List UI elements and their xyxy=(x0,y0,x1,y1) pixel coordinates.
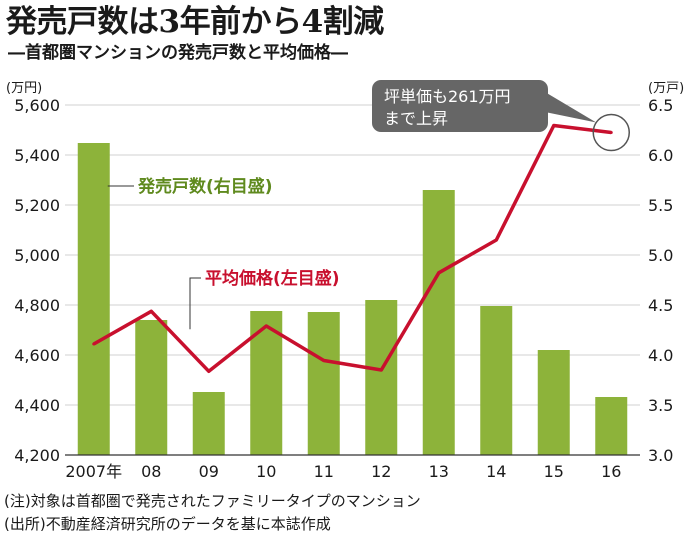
line-point xyxy=(552,124,556,127)
right-tick-label: 5.5 xyxy=(648,196,673,215)
callout-text: 坪単価も261万円 xyxy=(384,87,511,106)
right-tick-label: 3.5 xyxy=(648,396,673,415)
right-tick-label: 4.5 xyxy=(648,296,673,315)
callout-pointer xyxy=(545,92,597,123)
chart-title: 発売戸数は3年前から4割減 xyxy=(6,4,384,40)
left-tick-label: 4,800 xyxy=(14,296,60,315)
bar-series-label: 発売戸数(右目盛) xyxy=(137,176,273,197)
axes: 4,200 4,400 4,600 4,800 5,000 5,200 5,400 5,600… xyxy=(6,81,684,481)
right-tick-label: 6.0 xyxy=(648,146,673,165)
callout-box xyxy=(372,80,548,132)
line-point xyxy=(494,238,498,242)
bar xyxy=(307,312,340,455)
line-point xyxy=(207,369,211,373)
left-tick-label: 5,400 xyxy=(14,146,60,165)
right-tick-label: 5.0 xyxy=(648,246,673,265)
bar xyxy=(192,392,225,455)
x-tick-label: 2007年 xyxy=(65,462,122,481)
left-tick-label: 4,600 xyxy=(14,346,60,365)
source-note: (出所)不動産経済研究所のデータを基に本誌作成 xyxy=(4,515,331,533)
line-point xyxy=(92,342,96,346)
bar xyxy=(595,397,628,455)
right-tick-label: 4.0 xyxy=(648,346,673,365)
x-tick-label: 16 xyxy=(601,462,621,481)
line-point xyxy=(149,309,153,313)
x-tick-label: 08 xyxy=(141,462,161,481)
line-point xyxy=(437,271,441,275)
line-point xyxy=(379,368,383,372)
right-axis-unit: (万戸) xyxy=(648,81,684,96)
bar xyxy=(365,300,398,455)
bar xyxy=(480,306,513,455)
x-tick-label: 15 xyxy=(544,462,564,481)
left-tick-label: 5,000 xyxy=(14,246,60,265)
left-axis-unit: (万円) xyxy=(6,81,42,96)
left-tick-label: 5,200 xyxy=(14,196,60,215)
x-tick-label: 14 xyxy=(486,462,506,481)
line-series xyxy=(92,123,613,374)
footnote: (注)対象は首都圏で発売されたファミリータイプのマンション xyxy=(4,492,421,510)
line-point xyxy=(322,359,326,362)
chart-subtitle: ―首都圏マンションの発売戸数と平均価格― xyxy=(8,43,348,63)
x-tick-label: 10 xyxy=(256,462,276,481)
price-line xyxy=(92,123,612,374)
series-labels: 発売戸数(右目盛) 平均価格(左目盛) xyxy=(107,176,340,330)
x-tick-label: 13 xyxy=(429,462,449,481)
left-tick-label: 5,600 xyxy=(14,96,60,115)
left-tick-label: 4,200 xyxy=(14,446,60,465)
line-point xyxy=(264,324,268,328)
bar xyxy=(537,350,570,455)
bar xyxy=(422,190,455,455)
callout-text: まで上昇 xyxy=(384,109,448,128)
callout-circle xyxy=(592,113,630,152)
line-series-label: 平均価格(左目盛) xyxy=(205,268,340,289)
bar xyxy=(77,143,110,455)
bar xyxy=(135,320,168,455)
x-tick-label: 12 xyxy=(371,462,391,481)
combo-chart: 4,200 4,400 4,600 4,800 5,000 5,200 5,400 5,600… xyxy=(6,80,684,481)
x-tick-label: 09 xyxy=(199,462,219,481)
line-point xyxy=(609,131,613,134)
left-tick-label: 4,400 xyxy=(14,396,60,415)
x-tick-label: 11 xyxy=(314,462,334,481)
right-tick-label: 6.5 xyxy=(648,96,673,115)
bar-series xyxy=(77,143,628,455)
right-tick-label: 3.0 xyxy=(648,446,673,465)
line-label-leader xyxy=(189,277,201,330)
